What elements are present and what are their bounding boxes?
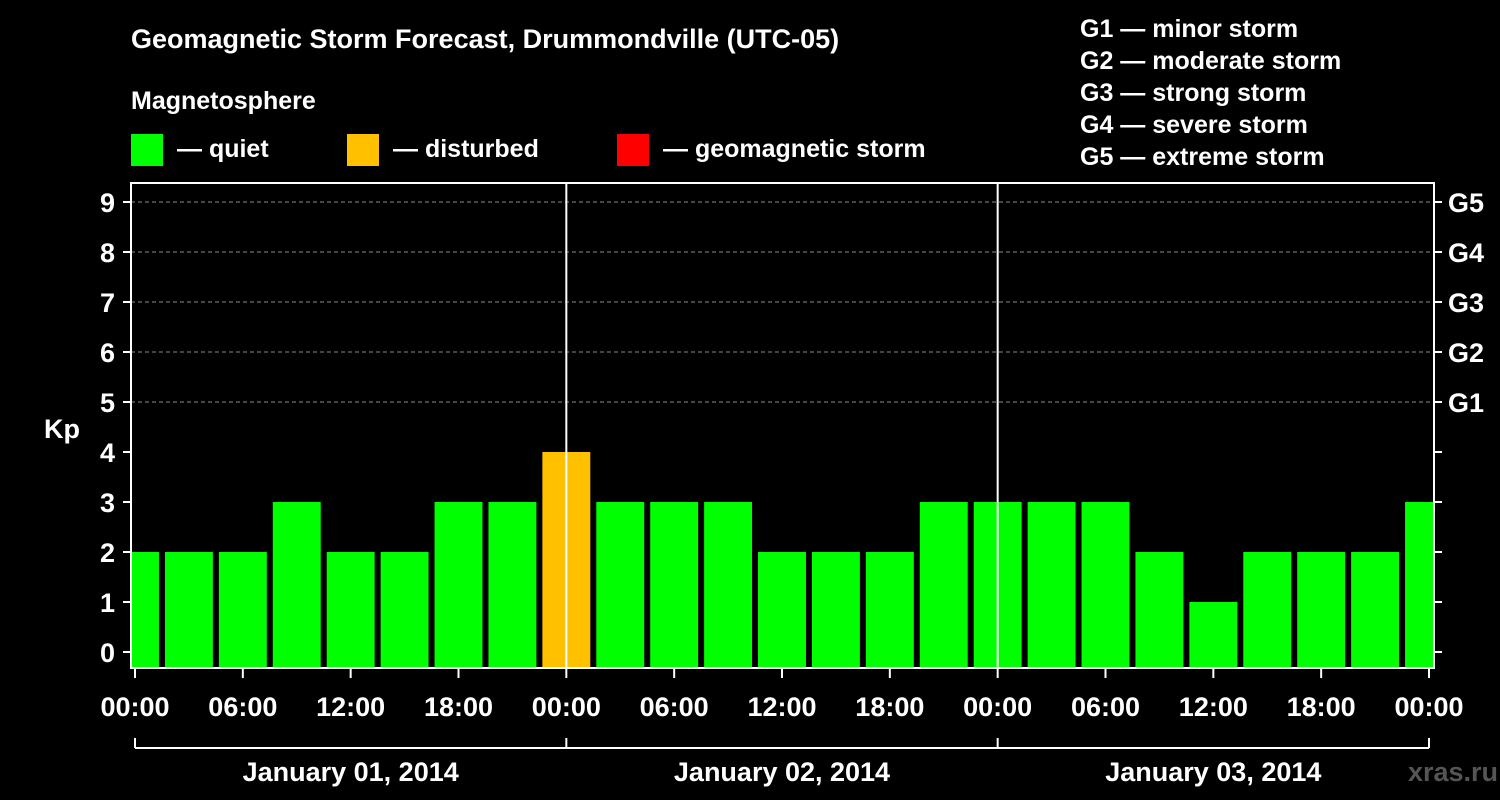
y-tick-label: 1 (100, 588, 115, 618)
x-tick-label: 06:00 (1071, 692, 1140, 722)
x-tick-label: 06:00 (208, 692, 277, 722)
x-tick-label: 00:00 (1394, 692, 1463, 722)
storm-scale-g1: G1 — minor storm (1080, 15, 1298, 43)
day-label: January 02, 2014 (674, 757, 890, 787)
bar-quiet (596, 502, 645, 668)
g-scale-label: G4 (1448, 238, 1484, 268)
bar-quiet (1189, 602, 1238, 668)
x-tick-label: 18:00 (1287, 692, 1356, 722)
bar-quiet (919, 502, 968, 668)
x-tick-label: 18:00 (855, 692, 924, 722)
axes-group (123, 182, 1442, 749)
legend-label-disturbed: — disturbed (393, 135, 539, 163)
gridlines (131, 201, 1434, 403)
bar-quiet (650, 502, 699, 668)
y-tick-label: 6 (100, 338, 115, 368)
bar-quiet (380, 552, 429, 668)
y-axis-label: Kp (44, 414, 80, 444)
bar-quiet (1405, 502, 1433, 668)
bar-quiet (1243, 552, 1292, 668)
storm-scale-g5: G5 — extreme storm (1080, 143, 1325, 171)
tick-labels-group: 0 1 2 3 4 5 6 7 8 9 G1 G2 G3 G4 G5 00:00 06:00 12:00 18:00… (100, 188, 1484, 787)
y-tick-label: 3 (100, 488, 115, 518)
bar-quiet (1297, 552, 1346, 668)
bar-quiet (218, 552, 267, 668)
legend-label-quiet: — quiet (177, 135, 269, 163)
y-tick-label: 5 (100, 388, 115, 418)
bar-quiet (1351, 552, 1400, 668)
y-tick-label: 9 (100, 188, 115, 218)
y-tick-label: 8 (100, 238, 115, 268)
legend-heading: Magnetosphere (131, 87, 316, 115)
bar-quiet (488, 502, 537, 668)
legend-label-storm: — geomagnetic storm (663, 135, 926, 163)
day-label: January 01, 2014 (243, 757, 459, 787)
bar-quiet (758, 552, 806, 668)
x-tick-label: 12:00 (1179, 692, 1248, 722)
x-tick-label: 00:00 (532, 692, 601, 722)
watermark: xras.ru (1408, 757, 1498, 787)
bar-quiet (434, 502, 483, 668)
x-tick-label: 00:00 (100, 692, 169, 722)
storm-scale-g3: G3 — strong storm (1080, 79, 1306, 107)
g-scale-label: G3 (1448, 288, 1484, 318)
bar-quiet (811, 552, 860, 668)
g-scale-label: G5 (1448, 188, 1484, 218)
bars-group (132, 452, 1433, 668)
bar-quiet (1135, 552, 1184, 668)
chart-title: Geomagnetic Storm Forecast, Drummondvill… (131, 24, 839, 54)
bar-quiet (1081, 502, 1130, 668)
bar-quiet (865, 552, 914, 668)
x-tick-label: 06:00 (640, 692, 709, 722)
bar-quiet (704, 502, 753, 668)
bar-quiet (132, 552, 159, 668)
day-label: January 03, 2014 (1105, 757, 1321, 787)
y-tick-label: 7 (100, 288, 115, 318)
x-tick-label: 18:00 (424, 692, 493, 722)
y-tick-label: 2 (100, 538, 115, 568)
bar-quiet (164, 552, 213, 668)
bar-quiet (272, 502, 321, 668)
y-tick-label: 0 (100, 638, 115, 668)
y-tick-label: 4 (100, 438, 115, 468)
g-scale-label: G1 (1448, 388, 1484, 418)
legend-swatch-disturbed (347, 134, 379, 166)
bar-quiet (326, 552, 375, 668)
x-tick-label: 00:00 (963, 692, 1032, 722)
storm-scale-g4: G4 — severe storm (1080, 111, 1308, 139)
x-tick-label: 12:00 (747, 692, 816, 722)
x-tick-label: 12:00 (316, 692, 385, 722)
legend-swatch-storm (617, 134, 649, 166)
storm-scale-g2: G2 — moderate storm (1080, 47, 1341, 75)
bar-quiet (1027, 502, 1076, 668)
g-scale-label: G2 (1448, 338, 1484, 368)
legend-swatch-quiet (131, 134, 163, 166)
